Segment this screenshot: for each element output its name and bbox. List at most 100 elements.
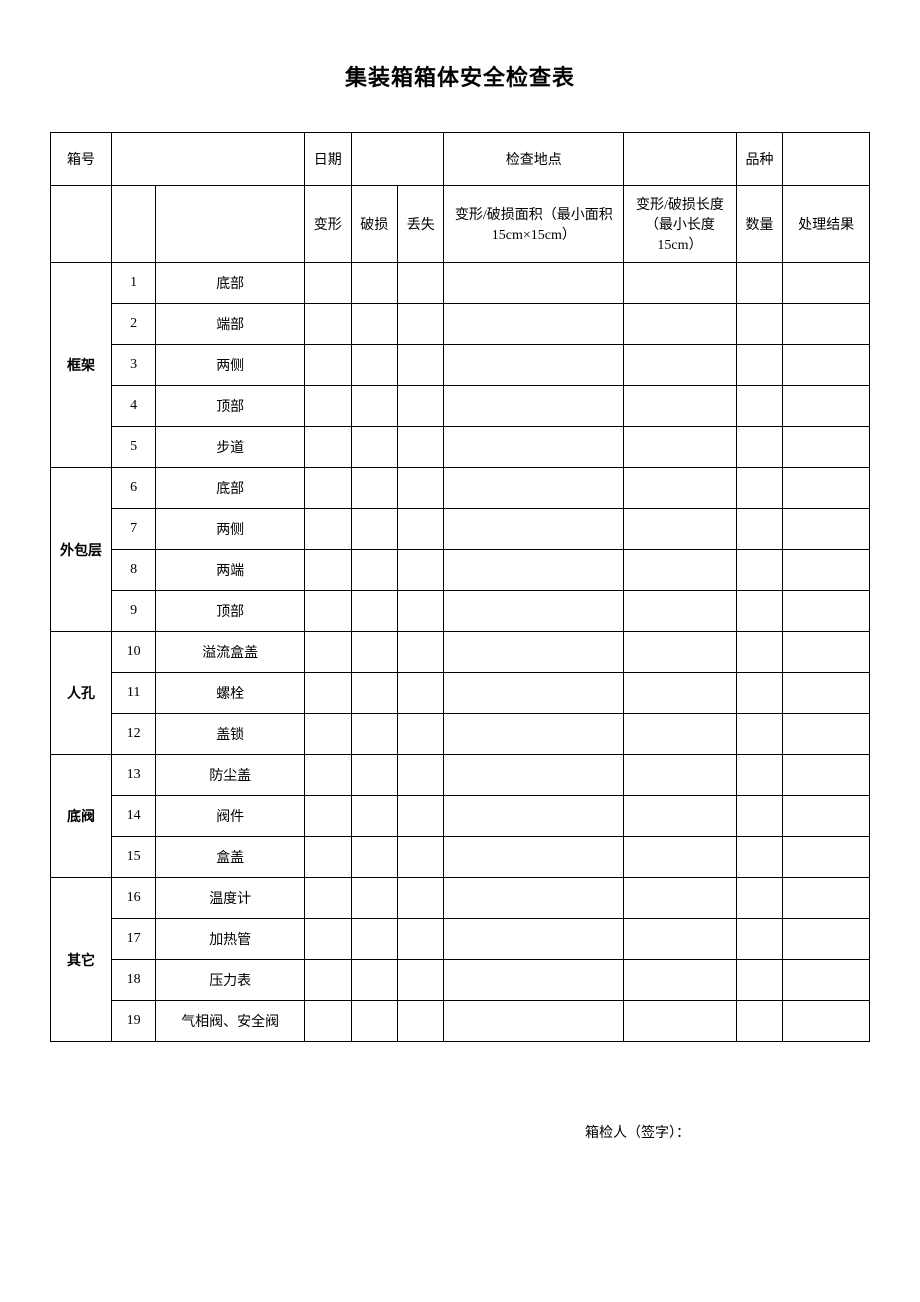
cell-qty[interactable] — [736, 960, 782, 1001]
cell-length[interactable] — [624, 878, 737, 919]
cell-damage[interactable] — [351, 919, 397, 960]
cell-length[interactable] — [624, 468, 737, 509]
cell-area[interactable] — [444, 263, 624, 304]
field-variety[interactable] — [783, 133, 870, 186]
cell-deform[interactable] — [305, 632, 351, 673]
cell-qty[interactable] — [736, 714, 782, 755]
cell-deform[interactable] — [305, 960, 351, 1001]
cell-result[interactable] — [783, 632, 870, 673]
cell-damage[interactable] — [351, 632, 397, 673]
cell-area[interactable] — [444, 1001, 624, 1042]
cell-result[interactable] — [783, 673, 870, 714]
cell-deform[interactable] — [305, 919, 351, 960]
cell-lost[interactable] — [397, 837, 443, 878]
cell-area[interactable] — [444, 304, 624, 345]
cell-deform[interactable] — [305, 345, 351, 386]
cell-deform[interactable] — [305, 755, 351, 796]
cell-qty[interactable] — [736, 468, 782, 509]
cell-area[interactable] — [444, 632, 624, 673]
cell-area[interactable] — [444, 427, 624, 468]
cell-qty[interactable] — [736, 263, 782, 304]
cell-length[interactable] — [624, 673, 737, 714]
cell-qty[interactable] — [736, 755, 782, 796]
cell-damage[interactable] — [351, 960, 397, 1001]
cell-length[interactable] — [624, 345, 737, 386]
cell-lost[interactable] — [397, 509, 443, 550]
cell-result[interactable] — [783, 345, 870, 386]
cell-result[interactable] — [783, 837, 870, 878]
cell-deform[interactable] — [305, 714, 351, 755]
cell-area[interactable] — [444, 509, 624, 550]
cell-area[interactable] — [444, 755, 624, 796]
cell-damage[interactable] — [351, 878, 397, 919]
cell-damage[interactable] — [351, 591, 397, 632]
cell-lost[interactable] — [397, 427, 443, 468]
cell-result[interactable] — [783, 919, 870, 960]
cell-area[interactable] — [444, 550, 624, 591]
cell-area[interactable] — [444, 837, 624, 878]
cell-damage[interactable] — [351, 755, 397, 796]
cell-result[interactable] — [783, 386, 870, 427]
cell-deform[interactable] — [305, 591, 351, 632]
cell-area[interactable] — [444, 878, 624, 919]
cell-result[interactable] — [783, 304, 870, 345]
cell-damage[interactable] — [351, 427, 397, 468]
cell-lost[interactable] — [397, 550, 443, 591]
cell-qty[interactable] — [736, 1001, 782, 1042]
cell-damage[interactable] — [351, 550, 397, 591]
cell-qty[interactable] — [736, 550, 782, 591]
cell-qty[interactable] — [736, 591, 782, 632]
cell-damage[interactable] — [351, 714, 397, 755]
cell-result[interactable] — [783, 755, 870, 796]
cell-deform[interactable] — [305, 878, 351, 919]
cell-deform[interactable] — [305, 509, 351, 550]
cell-length[interactable] — [624, 755, 737, 796]
cell-lost[interactable] — [397, 878, 443, 919]
cell-result[interactable] — [783, 550, 870, 591]
cell-qty[interactable] — [736, 919, 782, 960]
cell-length[interactable] — [624, 632, 737, 673]
cell-length[interactable] — [624, 263, 737, 304]
cell-qty[interactable] — [736, 509, 782, 550]
cell-qty[interactable] — [736, 345, 782, 386]
cell-damage[interactable] — [351, 468, 397, 509]
cell-qty[interactable] — [736, 427, 782, 468]
cell-damage[interactable] — [351, 263, 397, 304]
cell-result[interactable] — [783, 468, 870, 509]
cell-area[interactable] — [444, 591, 624, 632]
cell-lost[interactable] — [397, 919, 443, 960]
cell-damage[interactable] — [351, 386, 397, 427]
cell-damage[interactable] — [351, 796, 397, 837]
cell-length[interactable] — [624, 837, 737, 878]
cell-qty[interactable] — [736, 673, 782, 714]
cell-damage[interactable] — [351, 837, 397, 878]
cell-damage[interactable] — [351, 304, 397, 345]
cell-length[interactable] — [624, 386, 737, 427]
cell-area[interactable] — [444, 673, 624, 714]
cell-deform[interactable] — [305, 673, 351, 714]
cell-lost[interactable] — [397, 755, 443, 796]
cell-result[interactable] — [783, 796, 870, 837]
cell-area[interactable] — [444, 386, 624, 427]
cell-lost[interactable] — [397, 345, 443, 386]
cell-result[interactable] — [783, 714, 870, 755]
cell-damage[interactable] — [351, 1001, 397, 1042]
cell-result[interactable] — [783, 1001, 870, 1042]
cell-deform[interactable] — [305, 550, 351, 591]
cell-result[interactable] — [783, 427, 870, 468]
cell-length[interactable] — [624, 796, 737, 837]
cell-length[interactable] — [624, 427, 737, 468]
cell-result[interactable] — [783, 960, 870, 1001]
cell-deform[interactable] — [305, 304, 351, 345]
field-box-number[interactable] — [111, 133, 304, 186]
cell-deform[interactable] — [305, 796, 351, 837]
cell-lost[interactable] — [397, 673, 443, 714]
cell-result[interactable] — [783, 591, 870, 632]
cell-result[interactable] — [783, 263, 870, 304]
cell-length[interactable] — [624, 919, 737, 960]
cell-deform[interactable] — [305, 427, 351, 468]
cell-deform[interactable] — [305, 837, 351, 878]
cell-area[interactable] — [444, 345, 624, 386]
cell-lost[interactable] — [397, 796, 443, 837]
field-location[interactable] — [624, 133, 737, 186]
